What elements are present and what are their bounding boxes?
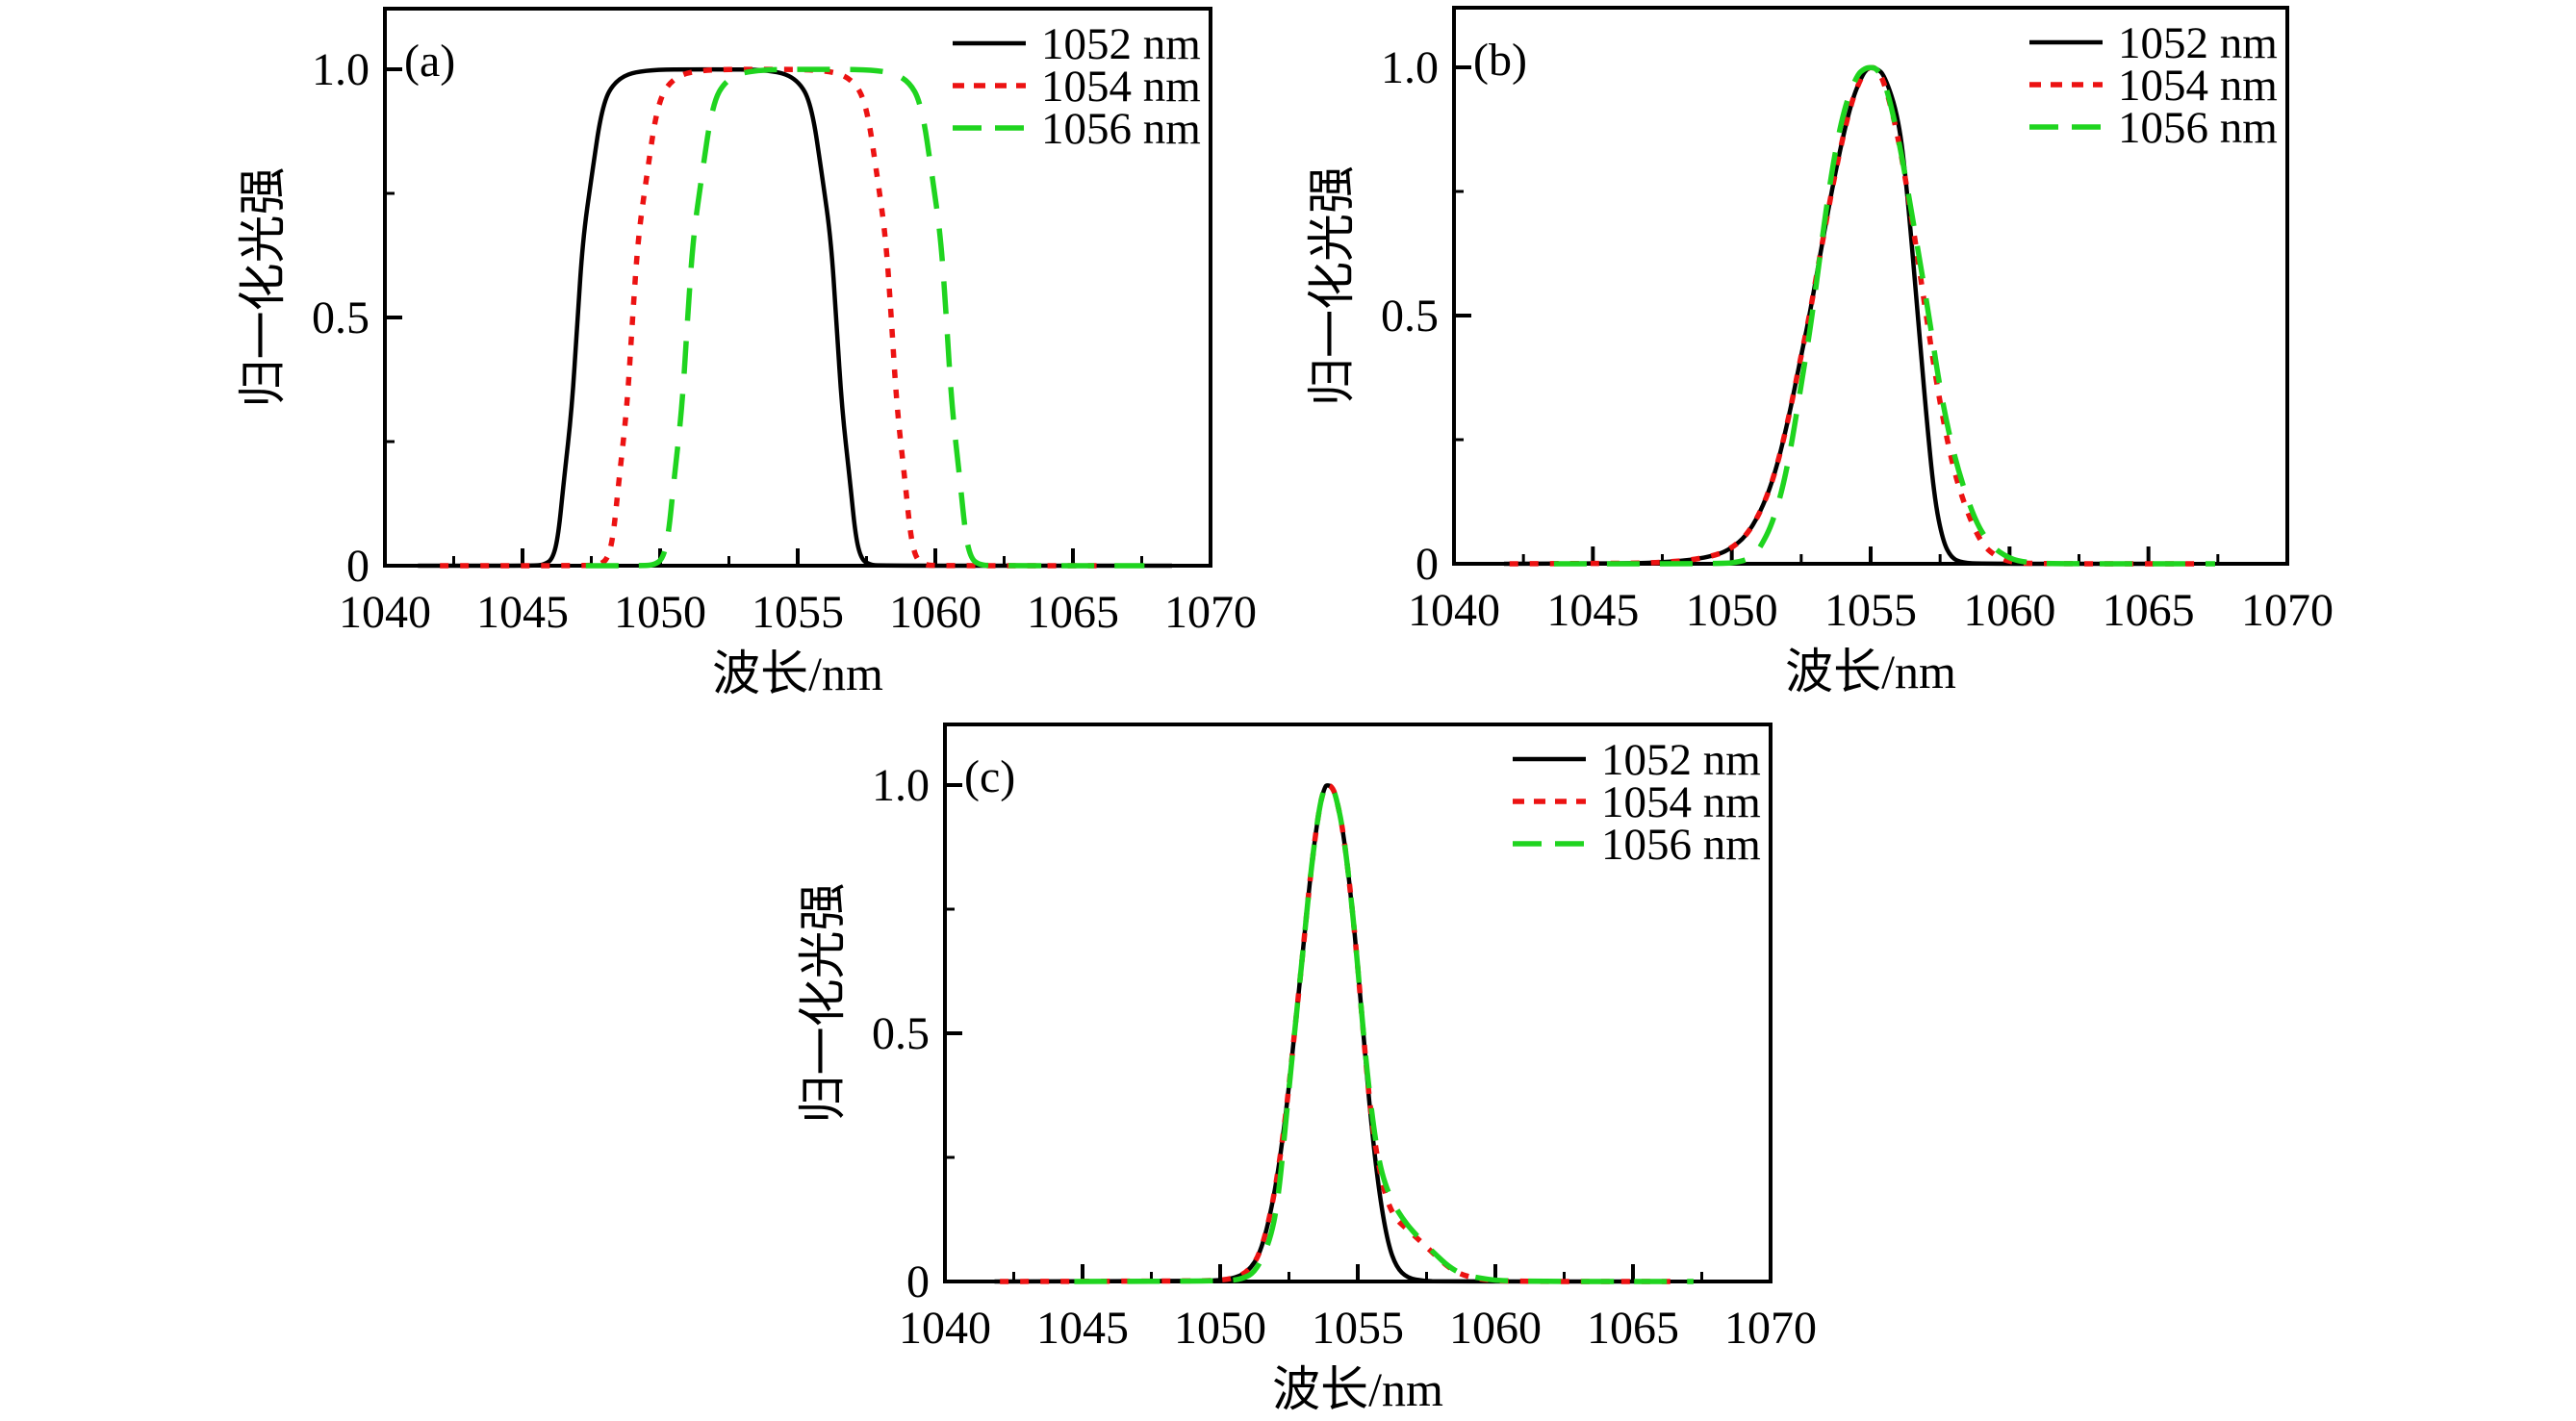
legend-item-1052nm: 1052 nm — [1513, 735, 1761, 785]
x-tick-label: 1040 — [899, 1303, 991, 1354]
panel-label: (a) — [404, 36, 455, 87]
legend-item-1054nm: 1054 nm — [953, 62, 1201, 112]
y-tick-label: 0.5 — [312, 292, 370, 343]
x-axis-title: 波长/nm — [1785, 645, 1956, 698]
x-tick-label: 1065 — [1027, 587, 1119, 638]
x-tick-label: 1060 — [1449, 1303, 1542, 1354]
series-curve-1054nm — [1000, 782, 1674, 1284]
series-curve-1054nm — [1509, 64, 2199, 567]
x-tick-label: 1065 — [1587, 1303, 1679, 1354]
legend-label: 1052 nm — [1601, 735, 1761, 785]
x-tick-label: 1050 — [614, 587, 706, 638]
x-tick-label: 1050 — [1686, 585, 1778, 636]
y-axis-title: 归一化光强 — [796, 883, 850, 1124]
legend-item-1054nm: 1054 nm — [2029, 61, 2278, 111]
y-tick-label: 0 — [1416, 539, 1439, 590]
legend-item-1056nm: 1056 nm — [2029, 103, 2278, 153]
x-tick-label: 1070 — [1164, 587, 1257, 638]
plot-b: 1040 1045 1050 1055 1060 1065 1070 0 0.5 1.0 波长/nm… — [1305, 6, 2334, 698]
x-tick-label: 1045 — [1546, 585, 1639, 636]
x-axis-title: 波长/nm — [1272, 1362, 1443, 1416]
x-tick-label: 1065 — [2103, 585, 2195, 636]
y-tick-label: 1.0 — [1381, 42, 1439, 93]
series-curve-1052nm — [994, 783, 1661, 1284]
legend-label: 1054 nm — [1041, 62, 1201, 112]
y-tick-label: 1.0 — [872, 760, 930, 811]
x-tick-label: 1060 — [1963, 585, 2055, 636]
legend-item-1056nm: 1056 nm — [1513, 820, 1761, 870]
x-tick-label: 1045 — [1036, 1303, 1129, 1354]
series-curve-1054nm — [440, 66, 1101, 569]
legend-item-1052nm: 1052 nm — [953, 19, 1201, 69]
y-tick-label: 0.5 — [1381, 291, 1439, 342]
x-tick-label: 1055 — [1312, 1303, 1404, 1354]
panel-label: (b) — [1473, 35, 1527, 86]
plot-c: 1040 1045 1050 1055 1060 1065 1070 0 0.5 1.0 波长/nm… — [796, 723, 1817, 1416]
x-tick-label: 1040 — [1408, 585, 1500, 636]
series-curve-1052nm — [418, 66, 1172, 569]
x-tick-label: 1070 — [1724, 1303, 1817, 1354]
series-curve-1056nm — [585, 66, 1145, 569]
x-tick-label: 1070 — [2241, 585, 2334, 636]
legend-label: 1056 nm — [2118, 103, 2278, 153]
legend-item-1052nm: 1052 nm — [2029, 18, 2278, 68]
y-tick-label: 0.5 — [872, 1008, 930, 1059]
x-tick-label: 1060 — [889, 587, 982, 638]
legend-label: 1054 nm — [2118, 61, 2278, 111]
x-tick-label: 1045 — [476, 587, 569, 638]
x-axis-title: 波长/nm — [712, 647, 883, 700]
legend-label: 1056 nm — [1601, 820, 1761, 870]
legend-label: 1054 nm — [1601, 777, 1761, 827]
panel-label: (c) — [964, 751, 1015, 802]
legend-label: 1052 nm — [1041, 19, 1201, 69]
series-curve-1056nm — [1074, 782, 1694, 1284]
y-tick-label: 0 — [906, 1256, 930, 1307]
legend-label: 1056 nm — [1041, 104, 1201, 154]
x-tick-label: 1055 — [1824, 585, 1917, 636]
legend-item-1056nm: 1056 nm — [953, 104, 1201, 154]
y-tick-label: 1.0 — [312, 44, 370, 95]
y-axis-title: 归一化光强 — [236, 167, 290, 408]
series-curve-1056nm — [1553, 64, 2215, 567]
y-tick-label: 0 — [346, 541, 370, 592]
x-tick-label: 1040 — [339, 587, 431, 638]
y-axis-title: 归一化光强 — [1305, 165, 1359, 406]
plot-a: 1040 1045 1050 1055 1060 1065 1070 0 0.5 1.0 波长/nm… — [236, 7, 1257, 700]
legend-item-1054nm: 1054 nm — [1513, 777, 1761, 827]
x-tick-label: 1050 — [1174, 1303, 1266, 1354]
legend-label: 1052 nm — [2118, 18, 2278, 68]
x-tick-label: 1055 — [752, 587, 844, 638]
